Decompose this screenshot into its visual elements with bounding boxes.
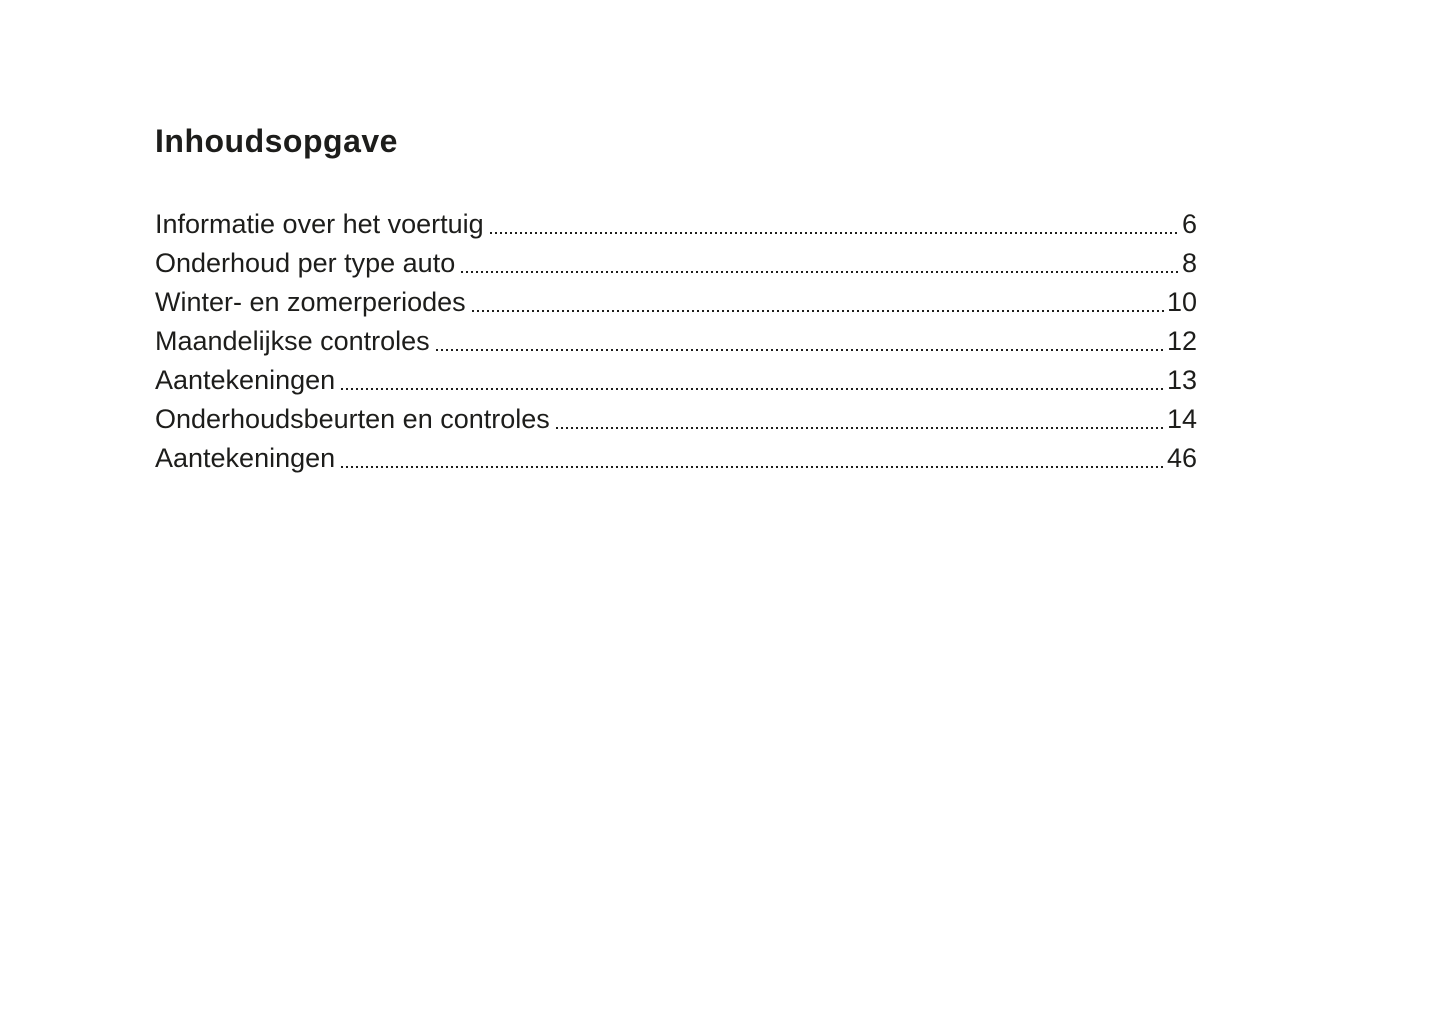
toc-entry-page-number: 10 [1166, 287, 1197, 317]
toc-page: Inhoudsopgave Informatie over het voertu… [155, 124, 1197, 476]
toc-entry-label: Winter- en zomerperiodes [155, 287, 466, 317]
table-of-contents: Informatie over het voertuig 6 Onderhoud… [155, 203, 1197, 476]
toc-entry-label: Onderhoudsbeurten en controles [155, 404, 550, 434]
toc-entry-page-number: 13 [1166, 365, 1197, 395]
dot-leader [555, 427, 1165, 429]
toc-entry-page-number: 8 [1181, 248, 1197, 278]
toc-entry-page-number: 14 [1166, 404, 1197, 434]
toc-entry-page-number: 6 [1181, 209, 1197, 239]
toc-entry-label: Aantekeningen [155, 365, 336, 395]
toc-entry-label: Maandelijkse controles [155, 326, 430, 356]
toc-entry[interactable]: Onderhoudsbeurten en controles 14 [155, 398, 1197, 437]
dot-leader [341, 466, 1165, 468]
page-title: Inhoudsopgave [155, 123, 398, 159]
dot-leader [489, 232, 1180, 234]
toc-entry[interactable]: Aantekeningen 46 [155, 437, 1197, 476]
toc-entry-page-number: 12 [1166, 326, 1197, 356]
toc-entry[interactable]: Onderhoud per type auto 8 [155, 242, 1197, 281]
toc-entry-label: Aantekeningen [155, 443, 336, 473]
dot-leader [341, 388, 1165, 390]
toc-entry-page-number: 46 [1166, 443, 1197, 473]
toc-entry-label: Informatie over het voertuig [155, 209, 484, 239]
toc-entry[interactable]: Winter- en zomerperiodes 10 [155, 281, 1197, 320]
dot-leader [435, 349, 1165, 351]
toc-entry[interactable]: Informatie over het voertuig 6 [155, 203, 1197, 242]
dot-leader [471, 310, 1165, 312]
dot-leader [461, 271, 1180, 273]
toc-entry-label: Onderhoud per type auto [155, 248, 456, 278]
toc-entry[interactable]: Aantekeningen 13 [155, 359, 1197, 398]
toc-entry[interactable]: Maandelijkse controles 12 [155, 320, 1197, 359]
